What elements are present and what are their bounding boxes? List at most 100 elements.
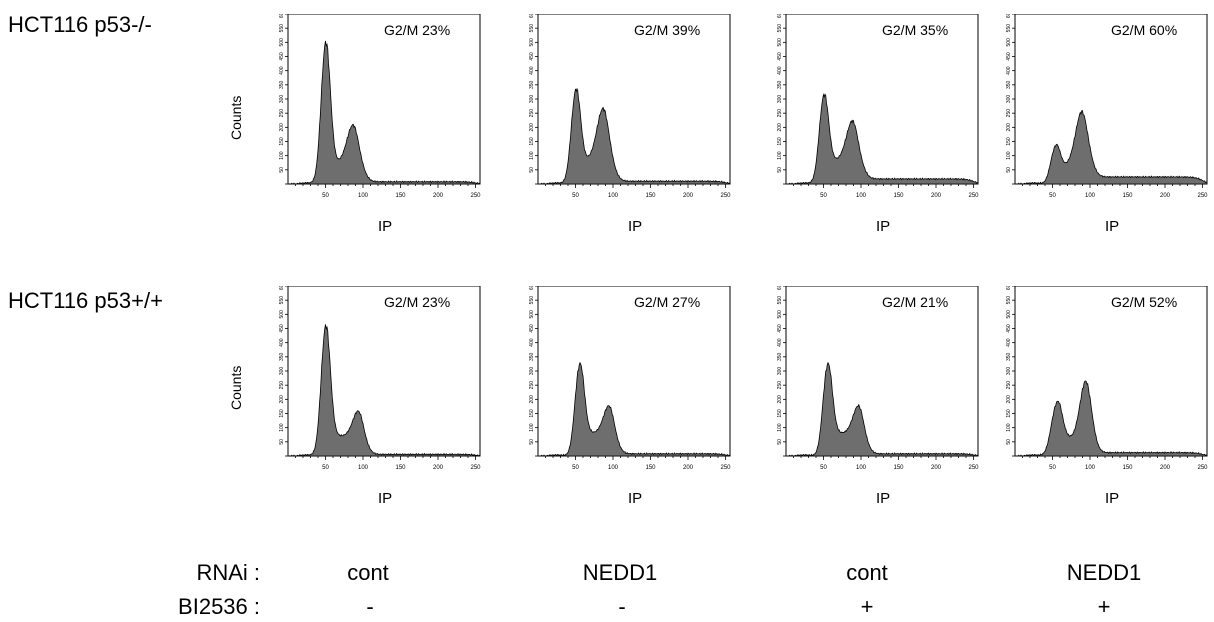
y-tick-label: 300 xyxy=(1006,367,1012,376)
y-tick-label: 250 xyxy=(279,109,285,118)
y-tick-label: 400 xyxy=(529,338,535,347)
y-tick-label: 250 xyxy=(529,381,535,390)
x-tick-label: 50 xyxy=(1049,193,1056,199)
y-tick-label: 350 xyxy=(279,352,285,361)
y-tick-label: 100 xyxy=(529,151,535,160)
y-tick-label: 50 xyxy=(1006,167,1012,173)
x-tick-label: 100 xyxy=(358,193,369,199)
plot-frame xyxy=(785,285,979,457)
y-tick-label: 200 xyxy=(529,395,535,404)
y-tick-label: 150 xyxy=(529,137,535,146)
y-tick-label: 450 xyxy=(777,324,783,333)
x-tick-label: 200 xyxy=(683,193,694,199)
y-tick-label: 400 xyxy=(279,66,285,75)
histogram-svg: 50 100 150 200 250 50 100 150 200 250 300 350 400 450… xyxy=(279,282,481,471)
y-tick-label: 50 xyxy=(279,167,285,173)
x-tick-label: 150 xyxy=(893,193,904,199)
bi2536-value: - xyxy=(366,594,374,619)
x-tick-label: 150 xyxy=(645,193,656,199)
histogram-area xyxy=(1014,380,1208,457)
x-tick-label: 250 xyxy=(470,465,481,471)
y-tick-label: 450 xyxy=(1006,324,1012,333)
histogram-panel: 50 100 150 200 250 50 100 150 200 250 300 350 400 450… xyxy=(524,10,738,235)
y-tick-label: 400 xyxy=(1006,338,1012,347)
plot-frame xyxy=(537,285,731,457)
x-axis-label: IP xyxy=(378,218,393,235)
y-tick-label: 200 xyxy=(279,395,285,404)
histogram-panel: 50 100 150 200 250 50 100 150 200 250 300 350 400 450… xyxy=(1001,10,1214,235)
y-tick-label: 100 xyxy=(777,423,783,432)
y-tick-label: 100 xyxy=(529,423,535,432)
y-tick-label: 400 xyxy=(1006,66,1012,75)
y-tick-label: 500 xyxy=(279,310,285,319)
y-tick-label: 150 xyxy=(279,137,285,146)
row-label-p53-wildtype: HCT116 p53+/+ xyxy=(8,288,163,313)
y-tick-label: 600 xyxy=(777,286,783,290)
y-tick-label: 500 xyxy=(777,38,783,47)
x-tick-label: 250 xyxy=(470,193,481,199)
histogram-panel: 50 100 150 200 250 50 100 150 200 250 300 350 400 450… xyxy=(1001,282,1214,507)
bi2536-value: + xyxy=(1097,594,1111,619)
rnai-value: NEDD1 xyxy=(582,560,658,585)
x-tick-label: 100 xyxy=(856,193,867,199)
y-tick-label: 50 xyxy=(1006,439,1012,445)
rnai-label: RNAi : xyxy=(196,560,260,585)
y-tick-label: 250 xyxy=(1006,109,1012,118)
histogram-area xyxy=(785,93,979,185)
y-tick-label: 200 xyxy=(777,395,783,404)
y-tick-label: 550 xyxy=(1006,24,1012,33)
x-tick-label: 200 xyxy=(931,465,942,471)
x-tick-label: 100 xyxy=(608,465,619,471)
y-tick-label: 500 xyxy=(529,310,535,319)
x-tick-label: 150 xyxy=(893,465,904,471)
histogram-svg: 50 100 150 200 250 50 100 150 200 250 300 350 400 450… xyxy=(1006,282,1208,471)
x-axis-label: IP xyxy=(378,490,393,507)
y-axis-label: Counts xyxy=(228,95,244,140)
y-tick-label: 550 xyxy=(777,296,783,305)
y-tick-label: 250 xyxy=(1006,381,1012,390)
y-tick-label: 150 xyxy=(1006,137,1012,146)
y-tick-label: 200 xyxy=(1006,395,1012,404)
histogram-area xyxy=(785,361,979,457)
y-tick-label: 300 xyxy=(279,367,285,376)
histogram-panel: 50 100 150 200 250 50 100 150 200 250 300 350 400 450… xyxy=(274,10,488,235)
plot-frame xyxy=(537,13,731,185)
histogram-svg: 50 100 150 200 250 50 100 150 200 250 300 350 400 450… xyxy=(777,282,979,471)
y-tick-label: 300 xyxy=(777,95,783,104)
g2m-annotation: G2/M 23% xyxy=(384,22,451,38)
x-tick-label: 50 xyxy=(572,193,579,199)
x-tick-label: 200 xyxy=(931,193,942,199)
y-tick-label: 100 xyxy=(279,151,285,160)
y-tick-label: 100 xyxy=(1006,151,1012,160)
x-tick-label: 250 xyxy=(968,465,979,471)
y-tick-label: 350 xyxy=(777,80,783,89)
x-tick-label: 150 xyxy=(395,193,406,199)
plot-frame xyxy=(1014,285,1208,457)
g2m-annotation: G2/M 52% xyxy=(1111,294,1178,310)
x-tick-label: 200 xyxy=(1160,193,1171,199)
y-tick-label: 200 xyxy=(529,123,535,132)
y-axis-label: Counts xyxy=(228,365,244,410)
x-axis-label: IP xyxy=(628,218,643,235)
histogram-svg: 50 100 150 200 250 50 100 150 200 250 300 350 400 450… xyxy=(529,282,731,471)
x-axis-label: IP xyxy=(876,218,891,235)
x-tick-label: 200 xyxy=(433,465,444,471)
y-tick-label: 600 xyxy=(1006,14,1012,18)
bi2536-value: + xyxy=(860,594,874,619)
y-tick-label: 100 xyxy=(1006,423,1012,432)
y-tick-label: 500 xyxy=(1006,38,1012,47)
y-tick-label: 350 xyxy=(529,352,535,361)
y-tick-label: 550 xyxy=(529,24,535,33)
y-tick-label: 450 xyxy=(529,52,535,61)
x-tick-label: 50 xyxy=(322,193,329,199)
y-tick-label: 250 xyxy=(529,109,535,118)
plot-frame xyxy=(1014,13,1208,185)
histogram-area xyxy=(287,40,481,185)
histogram-area xyxy=(537,361,731,457)
histogram-area xyxy=(1014,110,1208,185)
x-tick-label: 200 xyxy=(683,465,694,471)
y-tick-label: 50 xyxy=(529,439,535,445)
bi2536-label: BI2536 : xyxy=(178,594,260,619)
x-tick-label: 150 xyxy=(645,465,656,471)
histogram-svg: 50 100 150 200 250 50 100 150 200 250 300 350 400 450… xyxy=(529,10,731,199)
